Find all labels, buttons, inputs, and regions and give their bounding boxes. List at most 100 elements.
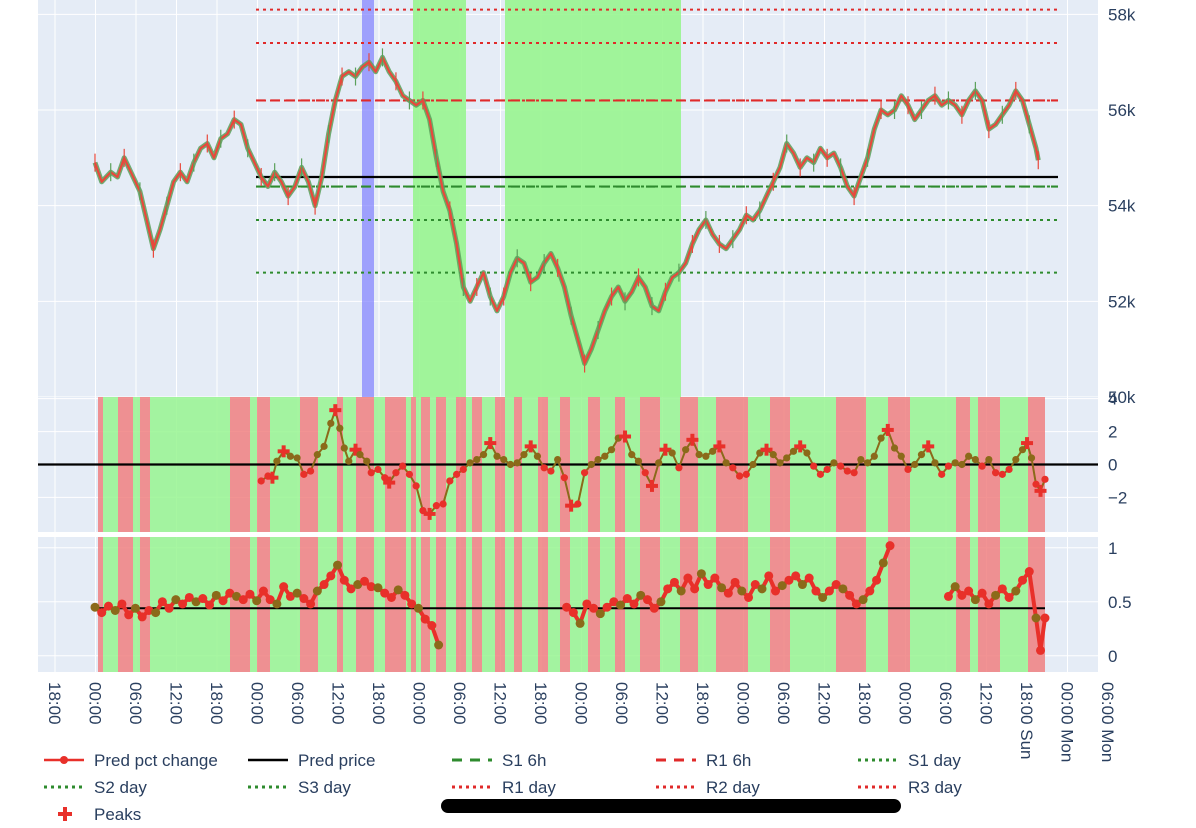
pred-pct-point [1005,465,1013,474]
green-band [866,537,888,672]
pred-pct-point [392,469,400,477]
pred-pct-point [917,451,926,459]
lower-series-point [171,595,181,605]
lower-series-point [366,582,376,592]
pred-pct-point [897,452,905,460]
lower-series-point [858,595,868,605]
pred-pct-point [345,457,353,465]
pred-pct-point [998,470,1006,478]
lower-series-point [764,571,774,581]
pred-pct-point [307,467,315,475]
y-tick-label: −2 [1108,488,1127,507]
peak-marker [760,443,773,456]
x-tick-label: 18:00 [369,682,388,725]
red-band [680,537,698,672]
lower-series-point [198,594,208,604]
lower-series-point [690,584,700,594]
pred-pct-point [971,455,979,464]
lower-series-point [1024,567,1034,577]
peak-marker-v [798,440,803,453]
lower-series-point [824,586,834,596]
x-tick-label: 18:00 Sun [1017,682,1036,760]
pred-pct-point [877,434,885,442]
lower-series-point [360,576,370,586]
legend-item[interactable]: Peaks [58,805,141,824]
legend-item[interactable]: R2 day [656,778,760,797]
legend-item[interactable]: S3 day [248,778,351,797]
legend-item[interactable]: S2 day [44,778,147,797]
pred-pct-point [320,442,328,450]
lower-series-point [279,582,289,592]
red-band [956,537,970,672]
lower-series-point [130,603,140,613]
pred-pct-point [749,460,757,469]
legend-item[interactable]: S1 6h [452,751,546,770]
lower-series-point [622,594,632,604]
x-tick-label: 00:00 [86,682,105,725]
x-tick-label: 18:00 [531,682,550,725]
lower-series-point [400,590,410,600]
pred-pct-point [978,462,986,470]
pred-pct-point [735,472,744,480]
lower-series-point [845,590,855,600]
pred-pct-point [870,452,878,460]
peak-marker-v [427,507,432,520]
lower-series-point [434,640,444,650]
lower-series-point [191,597,201,607]
green-band [522,537,538,672]
lower-series-point [292,588,302,598]
lower-series-point [656,597,666,607]
lower-series-point [1031,613,1041,623]
lower-series-point [609,597,619,607]
x-tick-label: 18:00 [693,682,712,725]
lower-series-point [791,571,801,581]
lower-series-point [703,580,713,590]
lower-series-point [744,592,754,602]
pred-pct-point [991,469,1000,477]
pred-pct-point [911,460,919,469]
lower-series-point [851,599,861,609]
pred-pct-point [958,460,966,469]
lower-series-point [950,582,960,592]
x-tick-label: 06:00 [288,682,307,725]
peak-marker-v [528,440,533,453]
y-tick-label: 1 [1108,539,1117,558]
lower-series-point [124,610,134,620]
legend-item[interactable]: Pred price [248,751,375,770]
legend-item[interactable]: S1 day [858,751,961,770]
peak-marker-v [270,471,275,484]
y-tick-label: 0 [1108,456,1117,475]
red-band [888,537,910,672]
lower-series-point [353,580,363,590]
pred-pct-point [473,455,481,464]
pred-pct-point [682,446,690,454]
pred-pct-point [742,470,750,478]
peak-marker-v [649,479,654,492]
legend-item[interactable]: Pred pct change [44,751,218,770]
pred-pct-point [1032,480,1040,488]
lower-series-point [770,586,780,596]
legend-item[interactable]: R1 6h [656,751,751,770]
legend-item[interactable]: R3 day [858,778,962,797]
legend-item[interactable]: R1 day [452,778,556,797]
lower-series-point [312,586,322,596]
lower-series-point [970,595,980,605]
lower-series-point [797,580,807,590]
lower-series-point [984,599,994,609]
pred-pct-point [459,465,467,474]
home-indicator[interactable] [441,799,901,813]
pred-pct-point [439,500,447,508]
green-band [748,537,770,672]
x-tick-label: 18:00 [855,682,874,725]
red-band [456,537,466,672]
pred-pct-point [506,460,515,469]
pred-pct-point [965,452,973,460]
pred-pct-point [709,447,717,455]
lower-series-point [117,599,127,609]
green-band [1000,537,1028,672]
green-band [482,537,495,672]
legend[interactable]: Pred pct change Pred price S1 6h R1 6h S1 da… [44,751,962,824]
pred-pct-point [540,464,548,472]
peak-marker [524,440,537,453]
